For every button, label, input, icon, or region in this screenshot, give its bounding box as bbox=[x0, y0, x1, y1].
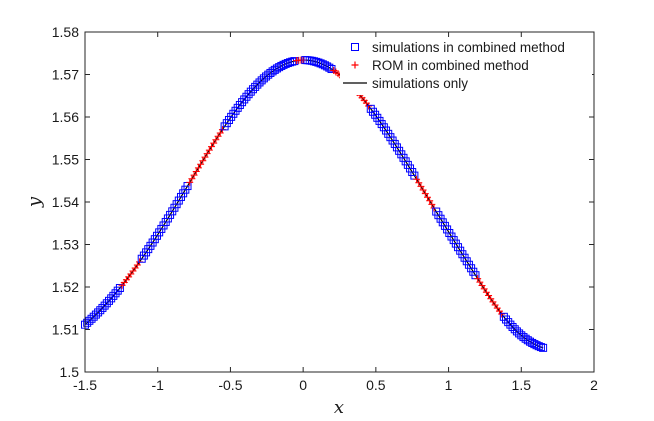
point-simulations-combined bbox=[85, 316, 94, 325]
point-simulations-combined bbox=[323, 62, 332, 71]
point-simulations-combined bbox=[502, 315, 511, 324]
point-rom-combined bbox=[428, 200, 436, 208]
point-rom-combined bbox=[498, 310, 506, 318]
legend-label-simulations-combined: simulations in combined method bbox=[372, 40, 565, 55]
point-simulations-combined bbox=[91, 310, 100, 319]
point-simulations-combined bbox=[506, 320, 515, 329]
x-tick-label: 1 bbox=[445, 377, 453, 393]
point-simulations-combined bbox=[240, 95, 249, 104]
point-simulations-combined bbox=[325, 63, 334, 72]
series-layer bbox=[81, 56, 548, 352]
x-axis-title: x bbox=[334, 397, 344, 418]
point-simulations-combined bbox=[102, 299, 111, 308]
point-rom-combined bbox=[426, 197, 434, 205]
point-rom-combined bbox=[188, 175, 196, 183]
x-tick-label: -1 bbox=[151, 377, 164, 393]
point-simulations-combined bbox=[508, 322, 517, 331]
point-simulations-combined bbox=[242, 92, 251, 101]
point-simulations-combined bbox=[521, 334, 530, 343]
point-simulations-combined bbox=[231, 106, 240, 115]
point-rom-combined bbox=[186, 178, 194, 186]
point-simulations-combined bbox=[115, 283, 124, 292]
point-rom-combined bbox=[201, 153, 209, 161]
point-simulations-combined bbox=[111, 289, 120, 298]
point-rom-combined bbox=[299, 56, 307, 64]
point-rom-combined bbox=[190, 171, 198, 179]
point-simulations-combined bbox=[499, 312, 508, 321]
point-simulations-combined bbox=[233, 103, 242, 112]
point-rom-combined bbox=[203, 150, 211, 158]
y-axis-title: y bbox=[24, 196, 45, 208]
point-simulations-combined bbox=[244, 90, 253, 99]
point-simulations-combined bbox=[235, 100, 244, 109]
legend-label-rom-combined: ROM in combined method bbox=[372, 58, 529, 73]
point-rom-combined bbox=[365, 102, 373, 110]
legend-label-simulations-only: simulations only bbox=[372, 76, 468, 91]
y-tick-label: 1.52 bbox=[52, 279, 79, 295]
point-simulations-combined bbox=[253, 80, 262, 89]
y-tick-label: 1.55 bbox=[52, 152, 79, 168]
point-simulations-combined bbox=[94, 308, 103, 317]
point-simulations-combined bbox=[539, 343, 548, 352]
point-simulations-combined bbox=[534, 342, 543, 351]
point-rom-combined bbox=[421, 190, 429, 198]
point-simulations-combined bbox=[98, 303, 107, 312]
point-simulations-combined bbox=[366, 104, 375, 113]
point-simulations-combined bbox=[504, 318, 513, 327]
ticks-layer: -1.5 -1 -0.5 0 0.5 1 1.5 21.51.511.521.531.541.… bbox=[52, 24, 598, 393]
x-tick-label: 2 bbox=[590, 377, 598, 393]
point-simulations-combined bbox=[96, 306, 105, 315]
y-tick-label: 1.57 bbox=[52, 67, 79, 83]
point-simulations-combined bbox=[286, 58, 295, 67]
point-simulations-combined bbox=[327, 65, 336, 74]
point-rom-combined bbox=[192, 168, 200, 176]
y-tick-label: 1.54 bbox=[52, 194, 79, 210]
point-simulations-combined bbox=[248, 85, 257, 94]
point-simulations-combined bbox=[238, 98, 247, 107]
y-tick-label: 1.5 bbox=[60, 364, 80, 380]
point-rom-combined bbox=[419, 186, 427, 194]
point-simulations-combined bbox=[536, 343, 545, 352]
x-tick-label: -0.5 bbox=[218, 377, 242, 393]
point-rom-combined bbox=[423, 193, 431, 201]
point-rom-combined bbox=[417, 182, 425, 190]
y-tick-label: 1.53 bbox=[52, 237, 79, 253]
legend-symbols bbox=[343, 43, 367, 84]
x-tick-label: 1.5 bbox=[512, 377, 532, 393]
point-simulations-combined bbox=[100, 301, 109, 310]
point-simulations-combined bbox=[113, 286, 122, 295]
x-tick-label: -1.5 bbox=[73, 377, 97, 393]
point-rom-combined bbox=[194, 164, 202, 172]
x-tick-label: 0.5 bbox=[366, 377, 386, 393]
point-simulations-combined bbox=[510, 325, 519, 334]
legend-symbol-square bbox=[351, 43, 359, 51]
x-tick-label: 0 bbox=[299, 377, 307, 393]
point-simulations-combined bbox=[268, 67, 277, 76]
point-rom-combined bbox=[199, 157, 207, 165]
legend: simulations in combined method ROM in co… bbox=[340, 37, 592, 95]
point-rom-combined bbox=[197, 160, 205, 168]
legend-symbol-plus bbox=[351, 61, 359, 69]
point-simulations-combined bbox=[288, 57, 297, 66]
point-rom-combined bbox=[415, 179, 423, 187]
point-simulations-combined bbox=[246, 87, 255, 96]
y-tick-label: 1.51 bbox=[52, 322, 79, 338]
legend-box bbox=[340, 37, 592, 95]
point-simulations-combined bbox=[107, 294, 116, 303]
point-simulations-combined bbox=[109, 291, 118, 300]
point-simulations-combined bbox=[255, 78, 264, 87]
point-simulations-combined bbox=[368, 107, 377, 116]
point-simulations-combined bbox=[89, 312, 98, 321]
point-simulations-combined bbox=[251, 82, 260, 91]
point-simulations-combined bbox=[104, 296, 113, 305]
point-rom-combined bbox=[413, 175, 421, 183]
y-tick-label: 1.58 bbox=[52, 24, 79, 40]
point-simulations-combined bbox=[87, 314, 96, 323]
y-tick-label: 1.56 bbox=[52, 109, 79, 125]
